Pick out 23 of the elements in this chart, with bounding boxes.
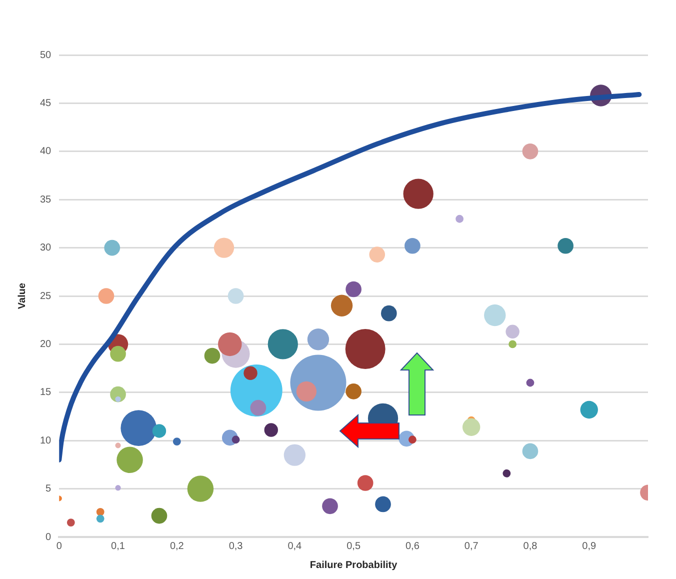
y-tick-label: 40: [40, 146, 52, 158]
y-tick-label: 20: [40, 338, 52, 350]
y-tick-label: 45: [40, 98, 52, 109]
y-tick-label: 25: [40, 290, 52, 302]
y-axis-title: Value: [16, 282, 28, 310]
y-tick-label: 10: [40, 435, 52, 446]
x-tick-label: 0,6: [405, 540, 420, 552]
x-tick-label: 0,9: [582, 540, 596, 552]
y-tick-label: 5: [46, 484, 52, 495]
x-tick-label: 0,1: [111, 540, 126, 552]
x-tick-label: 0,3: [228, 540, 244, 552]
x-tick-label: 0,7: [464, 540, 479, 552]
x-tick-label: 0,8: [523, 540, 538, 552]
x-tick-label: 0,2: [170, 540, 184, 552]
y-tick-label: 15: [40, 387, 52, 398]
y-tick-label: 0: [46, 532, 52, 543]
y-tick-label: 35: [40, 194, 52, 206]
x-tick-label: 0,5: [346, 540, 361, 552]
x-tick-label: 0,4: [288, 540, 302, 552]
x-tick-label: 0: [56, 540, 62, 552]
y-tick-label: 50: [40, 50, 52, 61]
y-tick-label: 30: [40, 242, 52, 254]
x-axis-title: Failure Probability: [310, 560, 398, 571]
